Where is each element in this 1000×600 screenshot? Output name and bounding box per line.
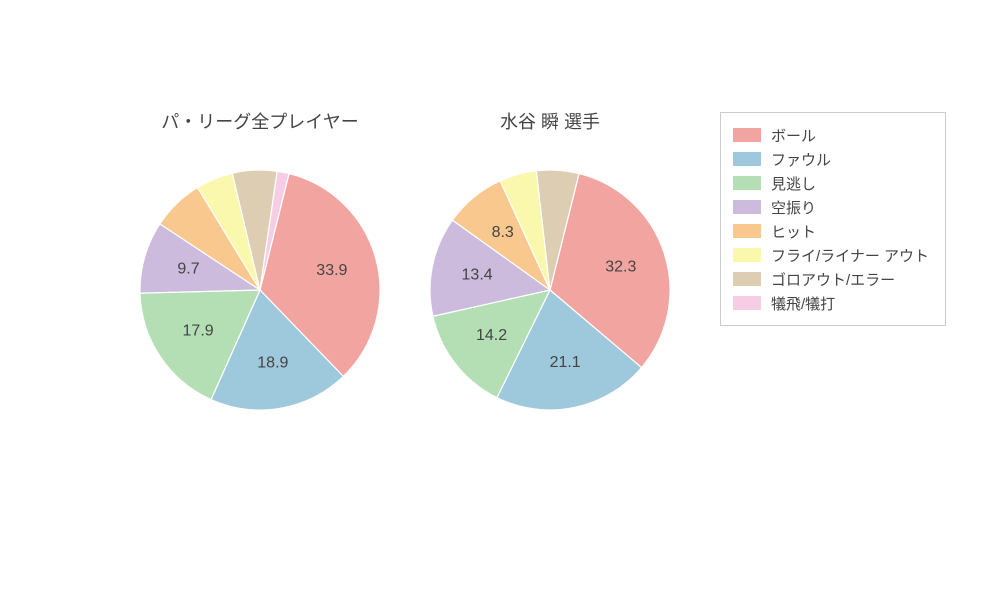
legend-swatch-ground bbox=[733, 272, 761, 286]
legend-label-swing: 空振り bbox=[771, 197, 816, 218]
pie-slice-label-hit: 8.3 bbox=[492, 224, 514, 241]
legend-label-ground: ゴロアウト/エラー bbox=[771, 269, 895, 290]
pie-slice-label-look: 14.2 bbox=[476, 327, 507, 344]
legend-swatch-swing bbox=[733, 200, 761, 214]
legend-swatch-sac bbox=[733, 296, 761, 310]
pie-slice-label-foul: 18.9 bbox=[257, 355, 288, 372]
legend-swatch-foul bbox=[733, 152, 761, 166]
legend-item-swing: 空振り bbox=[733, 195, 929, 219]
legend-item-foul: ファウル bbox=[733, 147, 929, 171]
pie-slice-label-ball: 33.9 bbox=[316, 262, 347, 279]
legend-item-look: 見逃し bbox=[733, 171, 929, 195]
legend-swatch-look bbox=[733, 176, 761, 190]
legend: ボールファウル見逃し空振りヒットフライ/ライナー アウトゴロアウト/エラー犠飛/… bbox=[720, 112, 946, 326]
legend-item-hit: ヒット bbox=[733, 219, 929, 243]
pie-slice-label-swing: 13.4 bbox=[462, 266, 493, 283]
legend-label-hit: ヒット bbox=[771, 221, 816, 242]
legend-label-flyout: フライ/ライナー アウト bbox=[771, 245, 929, 266]
legend-item-flyout: フライ/ライナー アウト bbox=[733, 243, 929, 267]
pie-slice-label-swing: 9.7 bbox=[177, 261, 199, 278]
legend-label-foul: ファウル bbox=[771, 149, 831, 170]
pie-slice-label-ball: 32.3 bbox=[605, 258, 636, 275]
legend-item-sac: 犠飛/犠打 bbox=[733, 291, 929, 315]
legend-item-ball: ボール bbox=[733, 123, 929, 147]
pie-slice-label-look: 17.9 bbox=[183, 322, 214, 339]
legend-swatch-ball bbox=[733, 128, 761, 142]
legend-item-ground: ゴロアウト/エラー bbox=[733, 267, 929, 291]
pie-title-league: パ・リーグ全プレイヤー bbox=[130, 108, 390, 134]
pie-title-player: 水谷 瞬 選手 bbox=[420, 108, 680, 134]
legend-swatch-flyout bbox=[733, 248, 761, 262]
legend-label-look: 見逃し bbox=[771, 173, 816, 194]
pie-chart-player: 32.3 21.1 14.2 13.4 8.3 bbox=[400, 140, 700, 440]
pie-chart-league: 33.9 18.9 17.9 9.7 bbox=[110, 140, 410, 440]
legend-label-ball: ボール bbox=[771, 125, 816, 146]
legend-swatch-hit bbox=[733, 224, 761, 238]
chart-stage: パ・リーグ全プレイヤー 水谷 瞬 選手 33.9 18.9 17.9 9.7 32.3… bbox=[0, 0, 1000, 600]
pie-slice-label-foul: 21.1 bbox=[550, 354, 581, 371]
legend-label-sac: 犠飛/犠打 bbox=[771, 293, 835, 314]
